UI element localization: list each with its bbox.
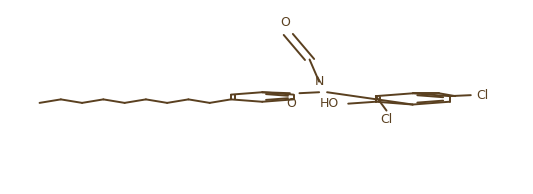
Text: HO: HO: [319, 97, 338, 110]
Text: O: O: [281, 16, 290, 29]
Text: N: N: [314, 75, 324, 88]
Text: O: O: [286, 97, 296, 110]
Text: Cl: Cl: [381, 113, 393, 126]
Text: Cl: Cl: [477, 89, 489, 102]
